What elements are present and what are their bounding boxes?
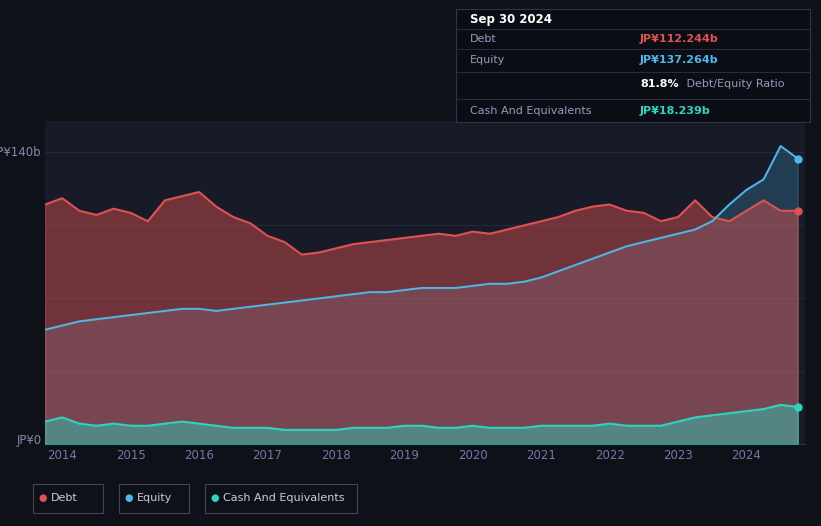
Text: JP¥18.239b: JP¥18.239b xyxy=(640,106,711,116)
Text: ●: ● xyxy=(39,493,47,503)
Text: Equity: Equity xyxy=(137,493,172,503)
Text: Debt/Equity Ratio: Debt/Equity Ratio xyxy=(682,79,784,89)
Text: ●: ● xyxy=(211,493,219,503)
Text: JP¥0: JP¥0 xyxy=(16,434,41,447)
Text: JP¥140b: JP¥140b xyxy=(0,146,41,159)
Text: Debt: Debt xyxy=(470,35,497,45)
Text: Equity: Equity xyxy=(470,55,505,65)
Text: Cash And Equivalents: Cash And Equivalents xyxy=(470,106,591,116)
Text: JP¥137.264b: JP¥137.264b xyxy=(640,55,718,65)
Text: 81.8%: 81.8% xyxy=(640,79,679,89)
Text: JP¥112.244b: JP¥112.244b xyxy=(640,35,719,45)
Text: Sep 30 2024: Sep 30 2024 xyxy=(470,13,552,26)
Text: Cash And Equivalents: Cash And Equivalents xyxy=(223,493,345,503)
Text: Debt: Debt xyxy=(51,493,78,503)
Text: ●: ● xyxy=(125,493,133,503)
